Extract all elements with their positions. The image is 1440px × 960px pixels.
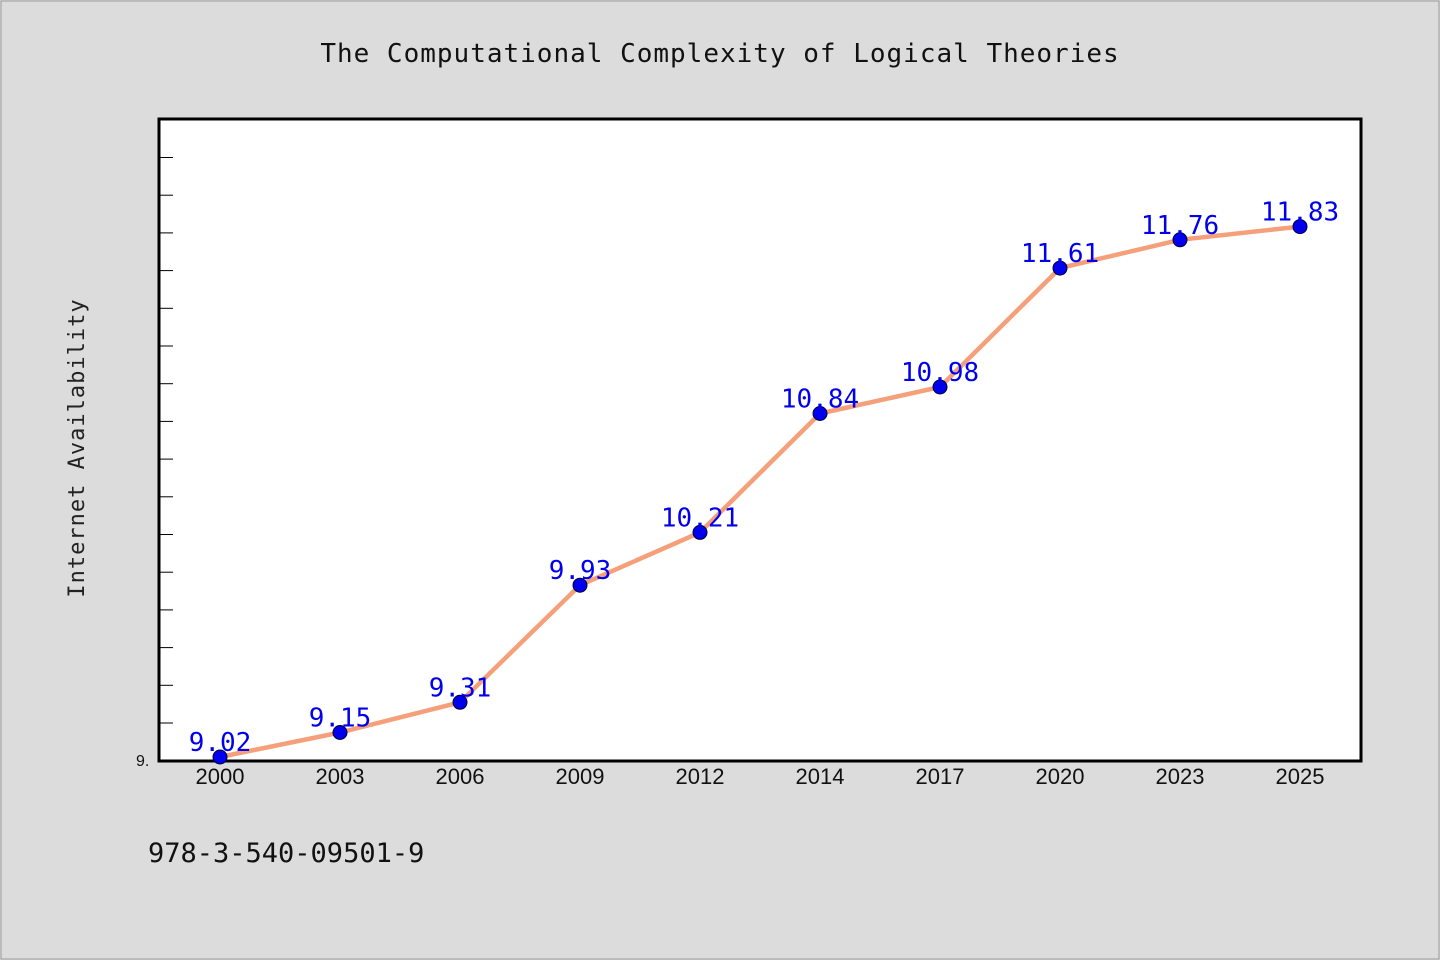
x-tick-label: 2025	[1276, 764, 1325, 789]
footnote-isbn: 978-3-540-09501-9	[148, 838, 424, 869]
data-point	[692, 524, 708, 540]
data-point	[452, 694, 468, 710]
x-tick-label: 2003	[316, 764, 365, 789]
data-point	[812, 406, 828, 421]
data-label: 10.84	[781, 385, 859, 415]
data-label: 10.98	[901, 358, 979, 388]
data-point	[1172, 232, 1188, 248]
data-label: 11.76	[1141, 211, 1219, 241]
series-line	[217, 224, 1303, 760]
y-axis-ticks	[159, 157, 173, 724]
data-label: 9.31	[429, 673, 492, 703]
x-tick-label: 2014	[796, 764, 845, 789]
x-tick-label: 2000	[196, 764, 245, 789]
data-label: 9.93	[549, 556, 612, 586]
data-labels: 9.02 9.15 9.31 9.93 10.21 10.84 10.98 11.61 11.7…	[189, 198, 1339, 758]
data-label: 11.83	[1261, 198, 1339, 228]
data-point	[212, 749, 228, 765]
x-tick-label: 2012	[676, 764, 725, 789]
data-label: 11.61	[1021, 239, 1099, 269]
data-label: 9.02	[189, 728, 252, 758]
x-tick-label: 2017	[916, 764, 965, 789]
plot-area	[157, 117, 1363, 763]
data-point	[332, 725, 348, 740]
x-axis-ticks: 2000 2003 2006 2009 2012 2014 2017 2020 2023 2025	[196, 764, 1325, 789]
x-tick-label: 2009	[556, 764, 605, 789]
x-tick-label: 2006	[436, 764, 485, 789]
data-point	[932, 379, 948, 395]
data-point	[572, 577, 588, 593]
data-point	[1052, 260, 1068, 276]
x-tick-label: 2020	[1036, 764, 1085, 789]
data-label: 9.15	[309, 704, 372, 734]
data-point	[1292, 219, 1308, 235]
data-label: 10.21	[661, 503, 739, 533]
x-tick-label: 2023	[1156, 764, 1205, 789]
y-tick-label: 9.	[136, 753, 149, 770]
data-points	[212, 219, 1308, 765]
y-axis-label: Internet Availability	[65, 298, 90, 597]
chart-title: The Computational Complexity of Logical …	[320, 39, 1119, 69]
